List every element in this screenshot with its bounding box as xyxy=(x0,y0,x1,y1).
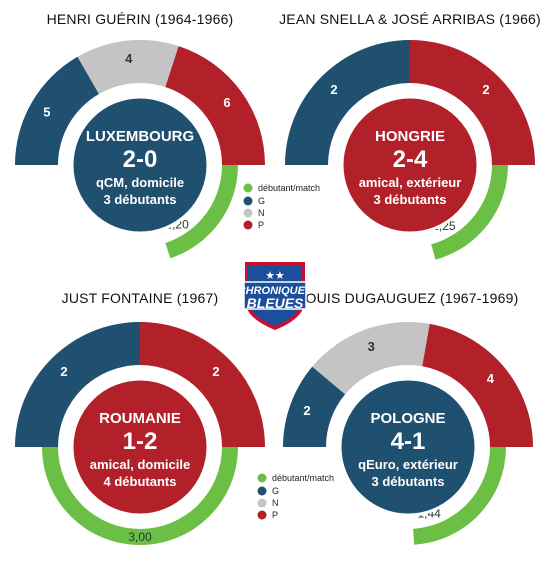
draws-label: 3 xyxy=(368,339,375,354)
legend-swatch-win xyxy=(257,486,267,496)
wins-segment xyxy=(285,40,410,165)
losses-segment xyxy=(410,40,535,165)
panel-title-snella-arribas: JEAN SNELLA & JOSÉ ARRIBAS (1966) xyxy=(279,11,541,27)
match-score: 2-4 xyxy=(393,146,428,173)
match-context: qCM, domicile xyxy=(96,175,184,190)
legend-label-debutants: débutant/match xyxy=(258,183,320,193)
match-circle xyxy=(70,377,210,517)
legend-top: débutant/match G N P xyxy=(243,183,320,230)
wins-segment xyxy=(15,56,99,165)
legend-swatch-debutants xyxy=(257,473,267,483)
debutants-per-match-label: 3,00 xyxy=(128,530,152,544)
wins-label: 5 xyxy=(43,104,50,119)
legend-label-loss: P xyxy=(272,510,278,520)
match-score: 4-1 xyxy=(391,428,426,455)
legend-swatch-draw xyxy=(257,498,267,508)
losses-segment xyxy=(140,322,265,447)
legend-label-win: G xyxy=(258,196,265,206)
logo-stars: ★★ xyxy=(265,270,285,282)
match-debutants: 3 débutants xyxy=(104,192,177,207)
legend-label-draw: N xyxy=(272,498,279,508)
debutants-arc xyxy=(431,165,508,260)
coach-panel-snella-arribas: 2 2 1,25 HONGRIE 2-4 amical, extérieur 3… xyxy=(285,40,535,260)
wins-label: 2 xyxy=(303,403,310,418)
legend-swatch-draw xyxy=(243,208,253,218)
coach-panel-guerin: 5 4 6 1,20 LUXEMBOURG 2-0 qCM, domicile … xyxy=(15,40,265,259)
match-score: 2-0 xyxy=(123,146,158,173)
wins-label: 2 xyxy=(330,82,337,97)
match-opponent: LUXEMBOURG xyxy=(86,128,194,145)
coach-panel-fontaine: 2 2 3,00 ROUMANIE 1-2 amical, domicile 4… xyxy=(15,322,265,545)
panel-title-guerin: HENRI GUÉRIN (1964-1966) xyxy=(47,11,234,27)
match-context: amical, domicile xyxy=(90,457,190,472)
match-score: 1-2 xyxy=(123,428,158,455)
logo-band xyxy=(243,281,307,310)
panel-title-dugauguez: LOUIS DUGAUGUEZ (1967-1969) xyxy=(298,290,519,306)
legend-bottom: débutant/match G N P xyxy=(257,473,334,520)
debutants-arc xyxy=(42,447,238,545)
match-circle xyxy=(70,95,210,235)
legend-label-win: G xyxy=(272,486,279,496)
legend-swatch-loss xyxy=(257,510,267,520)
wins-label: 2 xyxy=(60,364,67,379)
match-debutants: 3 débutants xyxy=(374,192,447,207)
draws-label: 4 xyxy=(125,51,133,66)
losses-segment xyxy=(165,46,265,165)
match-circle xyxy=(340,95,480,235)
match-circle xyxy=(338,377,478,517)
losses-segment xyxy=(422,323,534,447)
match-context: qEuro, extérieur xyxy=(358,457,458,472)
losses-label: 6 xyxy=(223,95,230,110)
logo-text-bottom: BLEUES xyxy=(247,295,304,311)
draws-segment xyxy=(77,40,179,94)
debutants-arc xyxy=(165,165,238,259)
legend-swatch-debutants xyxy=(243,183,253,193)
chroniques-bleues-logo: ★★ CHRONIQUES BLEUES xyxy=(238,262,313,330)
debutants-arc xyxy=(413,447,506,545)
losses-label: 4 xyxy=(487,371,495,386)
legend-label-debutants: débutant/match xyxy=(272,473,334,483)
match-debutants: 3 débutants xyxy=(372,474,445,489)
coach-panel-dugauguez: 2 3 4 1,44 POLOGNE 4-1 qEuro, extérieur … xyxy=(283,322,534,545)
wins-segment xyxy=(15,322,140,447)
legend-label-loss: P xyxy=(258,220,264,230)
logo-text-top: CHRONIQUES xyxy=(238,285,313,297)
legend-label-draw: N xyxy=(258,208,265,218)
draws-segment xyxy=(312,322,430,395)
match-context: amical, extérieur xyxy=(359,175,462,190)
losses-label: 2 xyxy=(482,82,489,97)
match-debutants: 4 débutants xyxy=(104,474,177,489)
match-opponent: POLOGNE xyxy=(370,410,445,427)
match-opponent: HONGRIE xyxy=(375,128,445,145)
wins-segment xyxy=(283,366,346,447)
match-opponent: ROUMANIE xyxy=(99,410,181,427)
panel-title-fontaine: JUST FONTAINE (1967) xyxy=(62,290,219,306)
legend-swatch-win xyxy=(243,196,253,206)
legend-swatch-loss xyxy=(243,220,253,230)
losses-label: 2 xyxy=(212,364,219,379)
